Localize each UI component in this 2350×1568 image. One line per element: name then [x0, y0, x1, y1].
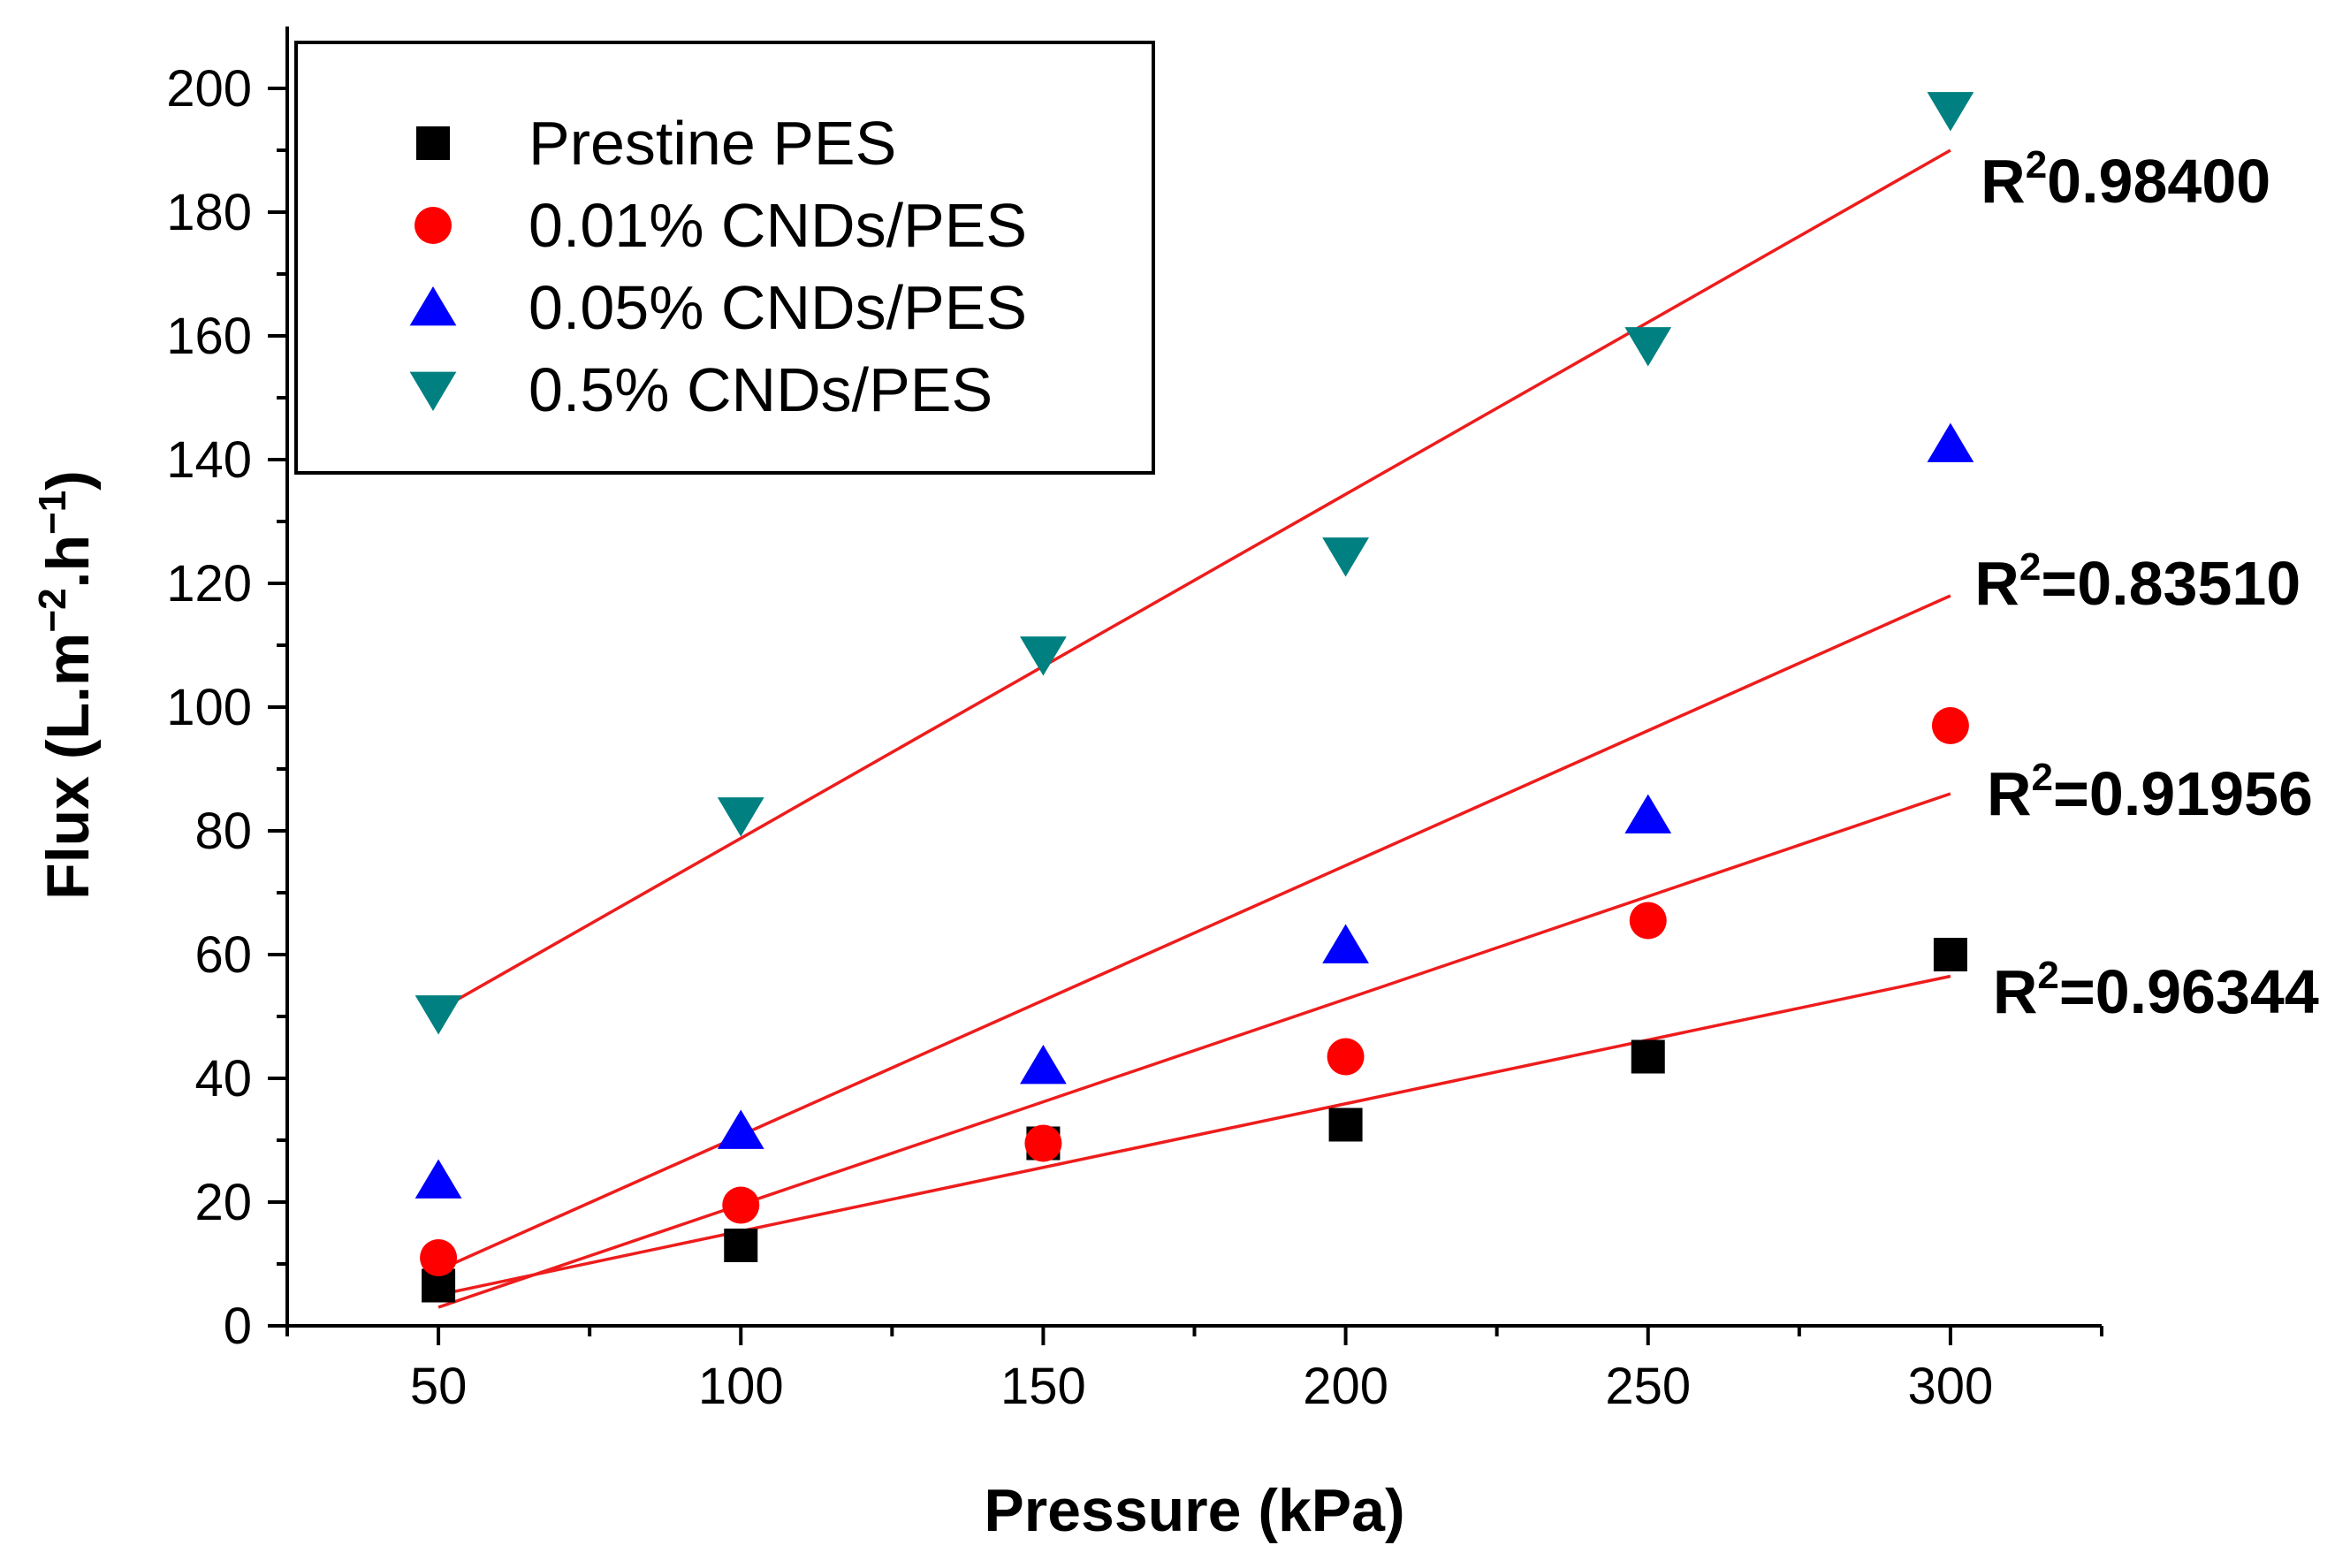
x-tick-label: 100: [698, 1358, 784, 1415]
fit-line-series-4: [437, 148, 1951, 1012]
legend-marker-1: [416, 126, 450, 160]
data-point-series-2: [1629, 902, 1667, 940]
fit-lines: [437, 148, 1951, 1309]
data-point-series-4: [414, 995, 462, 1035]
r2-label-series-2: R2=0.91956: [1987, 756, 2313, 828]
data-point-series-4: [1020, 636, 1067, 676]
y-tick-label: 80: [194, 803, 252, 860]
y-tick-label: 100: [166, 679, 252, 736]
y-tick-label: 20: [194, 1174, 252, 1231]
fit-annotations: R2=0.96344 R2=0.91956 R2=0.83510 R20.98400: [1974, 143, 2319, 1026]
y-tick-label: 60: [194, 926, 252, 984]
y-tick-label: 120: [166, 555, 252, 613]
y-tick-label: 40: [194, 1050, 252, 1107]
data-point-series-2: [420, 1239, 458, 1276]
y-tick-label: 160: [166, 308, 252, 365]
legend-marker-2: [414, 207, 452, 244]
x-tick-label: 200: [1303, 1358, 1388, 1415]
data-point-series-3: [717, 1109, 764, 1149]
data-point-series-1: [724, 1229, 758, 1262]
y-tick-label: 200: [166, 60, 252, 118]
data-point-series-1: [1328, 1107, 1363, 1142]
legend-marker-4: [409, 371, 457, 411]
legend: Prestine PES 0.01% CNDs/PES 0.05% CNDs/PES…: [294, 41, 1155, 475]
legend-label-2: 0.01% CNDs/PES: [529, 191, 1027, 260]
data-point-series-3: [414, 1159, 462, 1199]
data-point-series-4: [1927, 92, 1974, 132]
data-point-series-3: [1020, 1045, 1067, 1085]
data-point-series-1: [1631, 1039, 1665, 1074]
legend-label-1: Prestine PES: [529, 109, 896, 178]
x-tick-label: 250: [1605, 1358, 1691, 1415]
fit-line-series-2: [437, 792, 1951, 1309]
legend-label-3: 0.05% CNDs/PES: [529, 273, 1027, 342]
legend-marker-3: [409, 286, 457, 326]
x-tick-label: 300: [1908, 1358, 1994, 1415]
data-point-series-3: [1624, 794, 1672, 833]
r2-label-series-4: R20.98400: [1981, 143, 2270, 216]
data-point-series-2: [1931, 707, 1969, 744]
x-tick-label: 150: [1000, 1358, 1086, 1415]
data-point-series-2: [1024, 1124, 1062, 1162]
data-points: [414, 92, 1974, 1303]
data-point-series-4: [717, 797, 764, 837]
data-point-series-2: [722, 1186, 760, 1224]
y-tick-label: 0: [224, 1298, 252, 1355]
x-tick-label: 50: [410, 1358, 468, 1415]
fit-line-series-3: [437, 594, 1951, 1272]
data-point-series-3: [1927, 422, 1974, 462]
r2-label-series-3: R2=0.83510: [1974, 545, 2301, 618]
data-point-series-3: [1322, 924, 1369, 963]
legend-label-4: 0.5% CNDs/PES: [529, 355, 992, 424]
data-point-series-4: [1322, 537, 1369, 577]
data-point-series-2: [1327, 1038, 1365, 1076]
axes: 0 20 40 60 80 100 120 140 160 180 200 50 100 150 200 25…: [166, 27, 2103, 1415]
fit-line-series-1: [437, 974, 1951, 1297]
y-axis-title: Flux (L.m−2.h−1): [31, 470, 102, 900]
y-tick-label: 140: [166, 431, 252, 489]
r2-label-series-1: R2=0.96344: [1993, 954, 2319, 1026]
data-point-series-4: [1624, 327, 1672, 367]
data-point-series-1: [1933, 938, 1967, 971]
y-tick-label: 180: [166, 184, 252, 241]
x-axis-title: Pressure (kPa): [984, 1477, 1404, 1544]
legend-box: [294, 41, 1155, 475]
